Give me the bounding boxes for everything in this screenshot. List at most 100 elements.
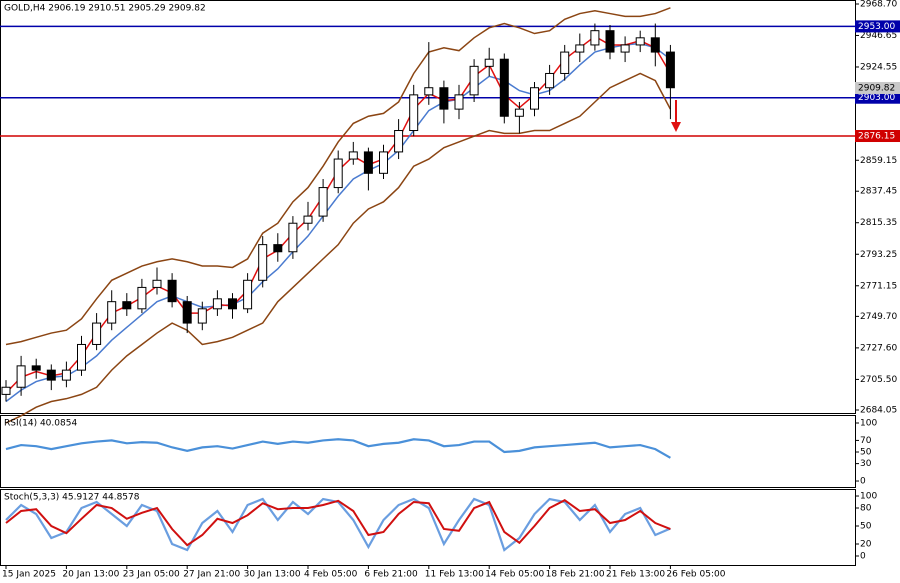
indicator-line (5, 7, 671, 346)
candle-body (514, 108, 524, 117)
candle-body (665, 51, 675, 89)
x-tick-label: 27 Jan 21:00 (183, 570, 240, 580)
candle-body (273, 244, 283, 253)
candle-body (363, 151, 373, 174)
candle-body (530, 87, 539, 110)
y-tick-label: 0 (860, 551, 866, 561)
candle-body (439, 87, 449, 110)
price-tag (855, 81, 900, 94)
indicator-line (5, 438, 671, 459)
y-tick-label: 100 (860, 419, 877, 429)
x-tick-label: 21 Feb 13:00 (606, 570, 665, 580)
x-tick-label: 26 Feb 05:00 (666, 570, 725, 580)
level-tag-label: 2953.00 (858, 22, 895, 32)
arrow-head (671, 122, 681, 132)
candle-body (61, 369, 71, 381)
candle-body (650, 37, 660, 53)
y-tick-label: 2924.55 (860, 62, 897, 72)
candle-body (46, 369, 56, 381)
panel-title: GOLD,H4 2906.19 2910.51 2905.29 2909.82 (4, 4, 206, 14)
level-tag (855, 20, 900, 33)
candle-body (92, 322, 102, 345)
candle-body (137, 286, 147, 310)
candle-body (545, 72, 555, 89)
level-tag (855, 130, 900, 143)
y-tick-label: 2815.35 (860, 218, 897, 228)
x-tick-label: 6 Feb 21:00 (364, 570, 418, 580)
candle-body (1, 386, 11, 395)
candle-body (469, 65, 479, 96)
candle-body (122, 301, 132, 310)
candle-body (499, 58, 509, 117)
y-tick-label: 80 (860, 504, 872, 514)
candle-body (394, 130, 404, 153)
candle-body (167, 279, 177, 303)
level-tag (855, 91, 900, 104)
level-tag-label: 2903.00 (858, 93, 895, 103)
candle-body (560, 51, 570, 74)
candle-body (424, 87, 434, 96)
candle-body (454, 94, 464, 110)
rsi-panel (0, 415, 856, 488)
candle-body (348, 151, 358, 160)
x-tick-label: 4 Feb 05:00 (304, 570, 358, 580)
y-tick-label: 100 (860, 492, 877, 502)
candle-body (197, 308, 207, 324)
x-tick-label: 11 Feb 13:00 (425, 570, 484, 580)
candle-body (575, 44, 585, 53)
candle-body (620, 44, 630, 53)
y-tick-label: 2859.15 (860, 156, 897, 166)
panel-title: Stoch(5,3,3) 45.9127 44.8578 (4, 493, 140, 503)
candle-body (484, 58, 494, 67)
indicator-line (5, 72, 672, 424)
y-tick-label: 2946.65 (860, 31, 897, 41)
indicator-line (5, 42, 671, 403)
y-tick-label: 2684.05 (860, 406, 897, 416)
candle-body (16, 365, 26, 388)
candle-body (303, 215, 313, 224)
candle-body (243, 279, 253, 310)
candle-body (409, 94, 419, 132)
stoch-panel (0, 489, 856, 566)
x-tick-label: 18 Feb 21:00 (546, 570, 605, 580)
y-tick-label: 30 (860, 459, 872, 469)
candle-body (590, 30, 600, 46)
panel-title: RSI(14) 40.0854 (4, 419, 77, 429)
price-tag-label: 2909.82 (858, 83, 895, 93)
candle-body (333, 158, 343, 189)
candle-body (635, 37, 645, 46)
x-tick-label: 15 Jan 2025 (2, 570, 56, 580)
candle-body (31, 365, 41, 371)
candle-body (77, 343, 86, 371)
y-tick-label: 2749.70 (860, 312, 897, 322)
x-tick-label: 14 Feb 05:00 (485, 570, 544, 580)
y-tick-label: 2793.25 (860, 250, 897, 260)
y-tick-label: 20 (860, 539, 872, 549)
indicator-line (5, 499, 671, 547)
candle-body (152, 279, 162, 288)
candle-body (379, 151, 388, 174)
candle-body (605, 30, 615, 53)
candle-body (288, 222, 298, 253)
main-panel (0, 0, 856, 414)
x-tick-label: 20 Jan 13:00 (62, 570, 119, 580)
y-tick-label: 50 (860, 448, 872, 458)
y-tick-label: 0 (860, 477, 866, 487)
y-tick-label: 2771.15 (860, 281, 897, 291)
candle-body (182, 301, 192, 324)
y-tick-label: 2705.50 (860, 375, 897, 385)
x-tick-label: 30 Jan 13:00 (244, 570, 301, 580)
candle-body (212, 298, 222, 310)
y-tick-label: 50 (860, 522, 872, 532)
candle-body (258, 244, 268, 281)
candle-body (318, 187, 328, 217)
candle-body (228, 298, 237, 310)
y-tick-label: 70 (860, 436, 872, 446)
y-tick-label: 2727.60 (860, 343, 897, 353)
y-tick-label: 2968.70 (860, 0, 897, 10)
level-tag-label: 2876.15 (858, 132, 895, 142)
candle-body (107, 301, 117, 324)
y-tick-label: 2837.45 (860, 187, 897, 197)
x-tick-label: 23 Jan 05:00 (123, 570, 180, 580)
